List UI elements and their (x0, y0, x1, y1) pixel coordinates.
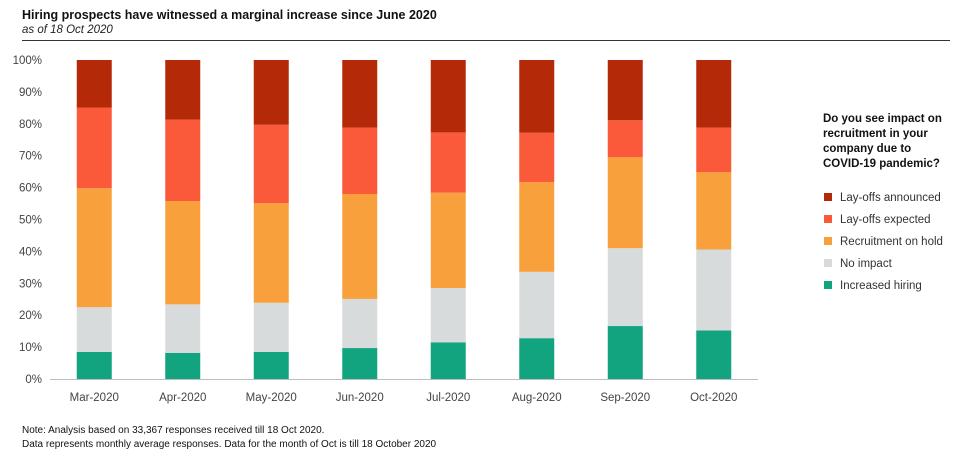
bar-segment-no-impact (165, 304, 201, 353)
bar-segment-recruitment-on-hold (696, 172, 732, 250)
bar-segment-lay-offs-announced (607, 60, 643, 121)
bar-segment-lay-offs-announced (342, 60, 378, 128)
bar-segment-recruitment-on-hold (607, 157, 643, 249)
x-tick-label: Jul-2020 (426, 392, 470, 404)
bar-segment-lay-offs-expected (519, 132, 555, 183)
legend-label: Lay-offs expected (840, 214, 931, 226)
legend-item: No impact (824, 258, 892, 270)
x-tick-label: Apr-2020 (159, 392, 206, 404)
bar-segment-recruitment-on-hold (430, 192, 466, 289)
bar-segment-lay-offs-expected (342, 127, 378, 194)
bar-segment-lay-offs-announced (253, 60, 289, 125)
bar-segment-no-impact (519, 271, 555, 339)
y-tick-label: 0% (25, 374, 42, 386)
y-tick-label: 80% (19, 119, 42, 131)
bar-segment-increased-hiring (696, 330, 732, 379)
bar-segment-increased-hiring (253, 351, 289, 379)
title-divider (22, 40, 950, 41)
bar-segment-no-impact (607, 248, 643, 327)
bar-segment-increased-hiring (519, 338, 555, 379)
legend-swatch (824, 236, 832, 245)
x-tick-label: Mar-2020 (70, 392, 119, 404)
bar-segment-no-impact (342, 298, 378, 349)
bar-segment-increased-hiring (76, 351, 112, 379)
y-tick-label: 90% (19, 87, 42, 99)
x-tick-label: May-2020 (246, 392, 297, 404)
legend-label: No impact (840, 258, 892, 270)
x-tick-label: Oct-2020 (690, 392, 737, 404)
bar-segment-lay-offs-announced (76, 60, 112, 108)
x-tick-label: Aug-2020 (512, 392, 562, 404)
bar-segment-increased-hiring (165, 352, 201, 379)
bar-segment-lay-offs-expected (696, 127, 732, 173)
legend-item: Lay-offs expected (824, 214, 931, 226)
bar-segment-lay-offs-announced (430, 60, 466, 133)
footnote-line-1: Note: Analysis based on 33,367 responses… (22, 425, 325, 436)
bar-segment-lay-offs-expected (253, 124, 289, 204)
bar-segment-lay-offs-expected (165, 119, 201, 201)
bar-segment-recruitment-on-hold (519, 182, 555, 272)
y-tick-label: 60% (19, 183, 42, 195)
y-tick-label: 70% (19, 151, 42, 163)
bar-segment-lay-offs-announced (696, 60, 732, 128)
legend-question: Do you see impact on recruitment in your… (823, 113, 942, 170)
bar-segment-no-impact (430, 288, 466, 343)
legend-swatch (824, 258, 832, 267)
bar-segment-no-impact (253, 302, 289, 352)
bar-segment-no-impact (76, 307, 112, 352)
bar-segment-lay-offs-expected (607, 120, 643, 158)
y-tick-label: 30% (19, 278, 42, 290)
y-tick-label: 50% (19, 215, 42, 227)
legend-label: Increased hiring (840, 280, 922, 292)
x-tick-label: Jun-2020 (336, 392, 384, 404)
bar-segment-recruitment-on-hold (76, 188, 112, 308)
legend-label: Recruitment on hold (840, 236, 943, 248)
bar-segment-lay-offs-expected (430, 132, 466, 193)
bar-segment-no-impact (696, 249, 732, 331)
legend-item: Increased hiring (824, 280, 922, 292)
bar-segment-lay-offs-expected (76, 107, 112, 189)
y-tick-label: 20% (19, 310, 42, 322)
y-tick-label: 100% (13, 55, 42, 67)
legend-swatch (824, 214, 832, 223)
chart-subtitle: as of 18 Oct 2020 (22, 24, 113, 36)
bar-segment-increased-hiring (430, 342, 466, 379)
bar-segment-increased-hiring (607, 326, 643, 379)
x-tick-label: Sep-2020 (600, 392, 650, 404)
bar-segment-increased-hiring (342, 348, 378, 379)
chart-title: Hiring prospects have witnessed a margin… (22, 8, 437, 22)
bar-segment-recruitment-on-hold (253, 203, 289, 303)
bar-segment-recruitment-on-hold (165, 200, 201, 305)
legend-label: Lay-offs announced (840, 192, 941, 204)
y-tick-label: 10% (19, 342, 42, 354)
footnote-line-2: Data represents monthly average response… (22, 439, 437, 450)
legend-swatch (824, 192, 832, 201)
bar-segment-recruitment-on-hold (342, 193, 378, 299)
legend-item: Recruitment on hold (824, 236, 943, 248)
y-tick-label: 40% (19, 246, 42, 258)
legend-item: Lay-offs announced (824, 192, 941, 204)
bar-segment-lay-offs-announced (519, 60, 555, 133)
bar-segment-lay-offs-announced (165, 60, 201, 120)
legend-swatch (824, 280, 832, 289)
